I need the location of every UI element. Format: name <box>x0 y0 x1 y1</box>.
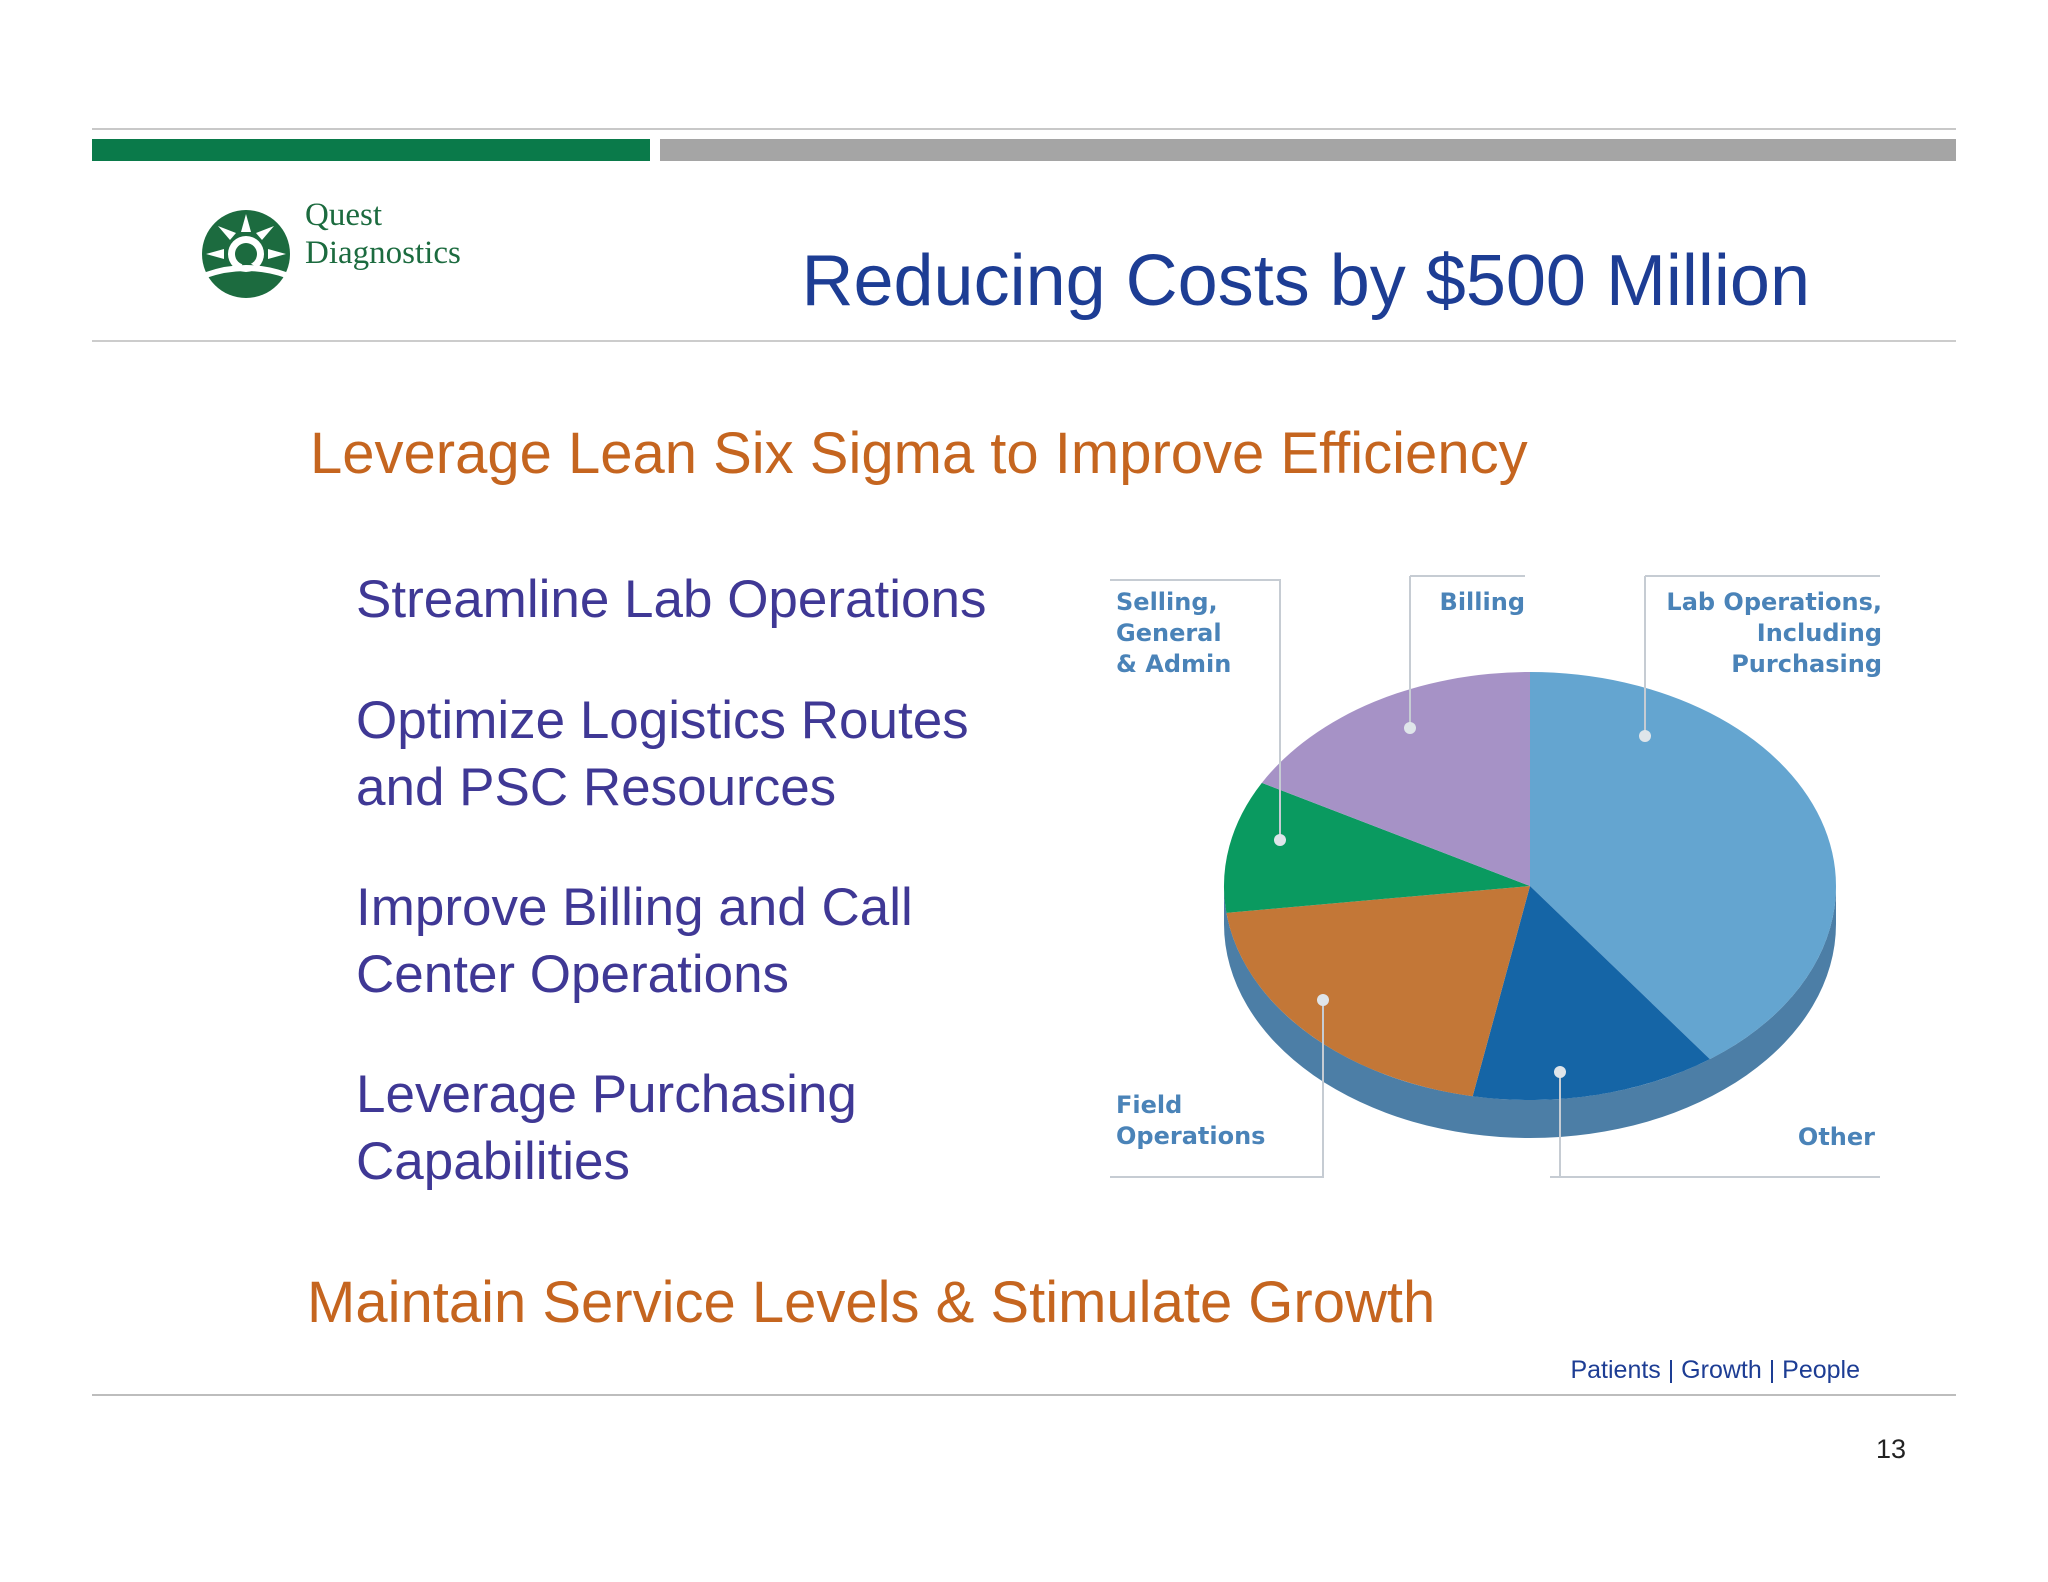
pie-label: Selling, General & Admin <box>1116 588 1231 678</box>
pie-slice <box>1224 782 1530 913</box>
accent-bar-green <box>92 139 650 161</box>
logo-wordmark: Quest Diagnostics <box>305 197 461 271</box>
leader-dot <box>1404 722 1416 734</box>
page-number: 13 <box>1875 1434 1906 1464</box>
leader-line <box>1110 579 1281 840</box>
pie-slice <box>1226 886 1530 1097</box>
pie-slice <box>1472 886 1710 1100</box>
quest-logo-icon <box>202 210 290 298</box>
top-rule <box>92 128 1956 130</box>
leader-dot <box>1554 1066 1566 1078</box>
section-heading-growth: Maintain Service Levels & Stimulate Grow… <box>307 1270 1436 1335</box>
leader-dot <box>1274 834 1286 846</box>
pie-side-wall <box>1224 886 1836 1138</box>
pie-label: Field Operations <box>1116 1091 1265 1150</box>
leader-dot <box>1639 730 1651 742</box>
title-rule <box>92 340 1956 342</box>
pie-label: Lab Operations, Including Purchasing <box>1666 588 1882 678</box>
bottom-rule <box>92 1394 1956 1396</box>
bullet-item: Optimize Logistics Routes and PSC Resour… <box>356 691 969 817</box>
bullet-item: Streamline Lab Operations <box>356 570 987 629</box>
section-heading-efficiency: Leverage Lean Six Sigma to Improve Effic… <box>310 421 1528 486</box>
bullet-item: Improve Billing and Call Center Operatio… <box>356 878 913 1004</box>
pie-slice <box>1261 672 1530 886</box>
bullet-item: Leverage Purchasing Capabilities <box>356 1065 857 1191</box>
leader-line <box>1110 1000 1324 1178</box>
cost-pie-chart: Selling, General & Admin Billing Lab Operati… <box>1110 575 1882 1178</box>
accent-bar-gray <box>660 139 1956 161</box>
pie-slice <box>1530 672 1836 1060</box>
footer-tagline: Patients | Growth | People <box>1570 1356 1860 1384</box>
slide-title: Reducing Costs by $500 Million <box>801 241 1810 321</box>
pie-label: Billing <box>1440 588 1525 616</box>
leader-dot <box>1317 994 1329 1006</box>
pie-label: Other <box>1798 1123 1875 1151</box>
